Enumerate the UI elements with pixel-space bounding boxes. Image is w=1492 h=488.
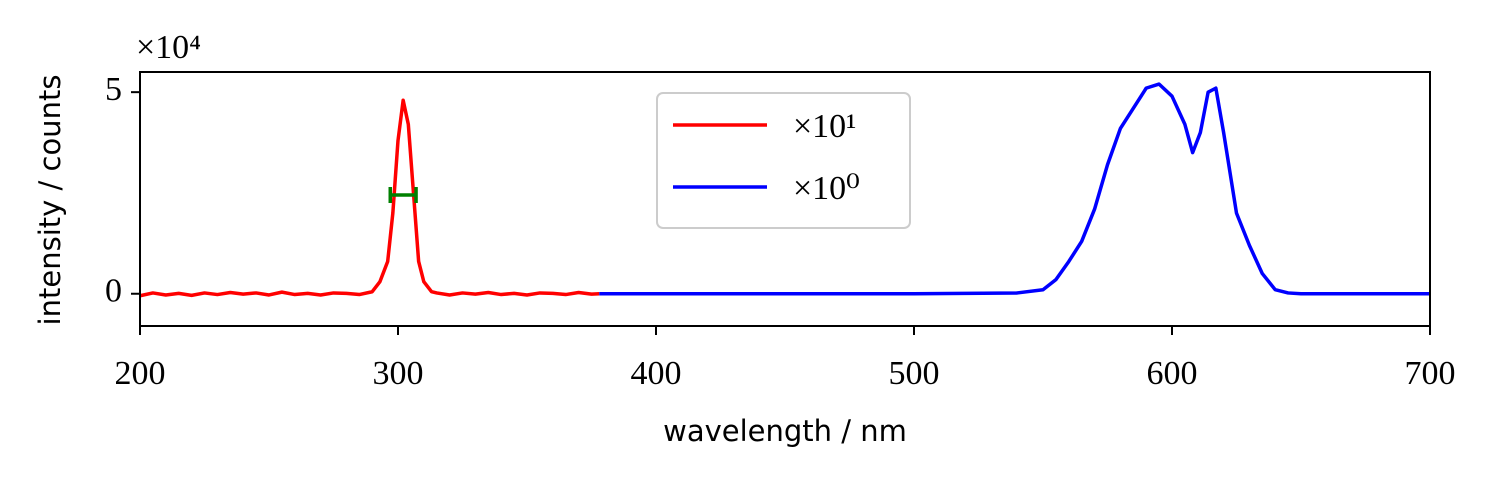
x-tick-label: 600 (1147, 355, 1198, 392)
x-tick-label: 200 (115, 355, 166, 392)
x-tick-label: 400 (631, 355, 682, 392)
series-line (599, 82, 1430, 296)
x-tick-label: 500 (889, 355, 940, 392)
x-tick-label: 700 (1405, 355, 1456, 392)
error-bar (388, 186, 418, 203)
x-axis-label: wavelength / nm (663, 414, 907, 448)
series-line (139, 98, 600, 298)
y-tick-label: 5 (105, 71, 122, 108)
y-axis-label: intensity / counts (33, 75, 67, 326)
x-tick-label: 300 (373, 355, 424, 392)
axes-frame (139, 71, 1431, 327)
offset-text: ×10⁴ (136, 29, 201, 66)
legend-label: ×10¹ (793, 108, 856, 145)
legend-label: ×10⁰ (793, 170, 860, 207)
legend-box (656, 92, 911, 229)
y-tick-label: 0 (105, 273, 122, 310)
